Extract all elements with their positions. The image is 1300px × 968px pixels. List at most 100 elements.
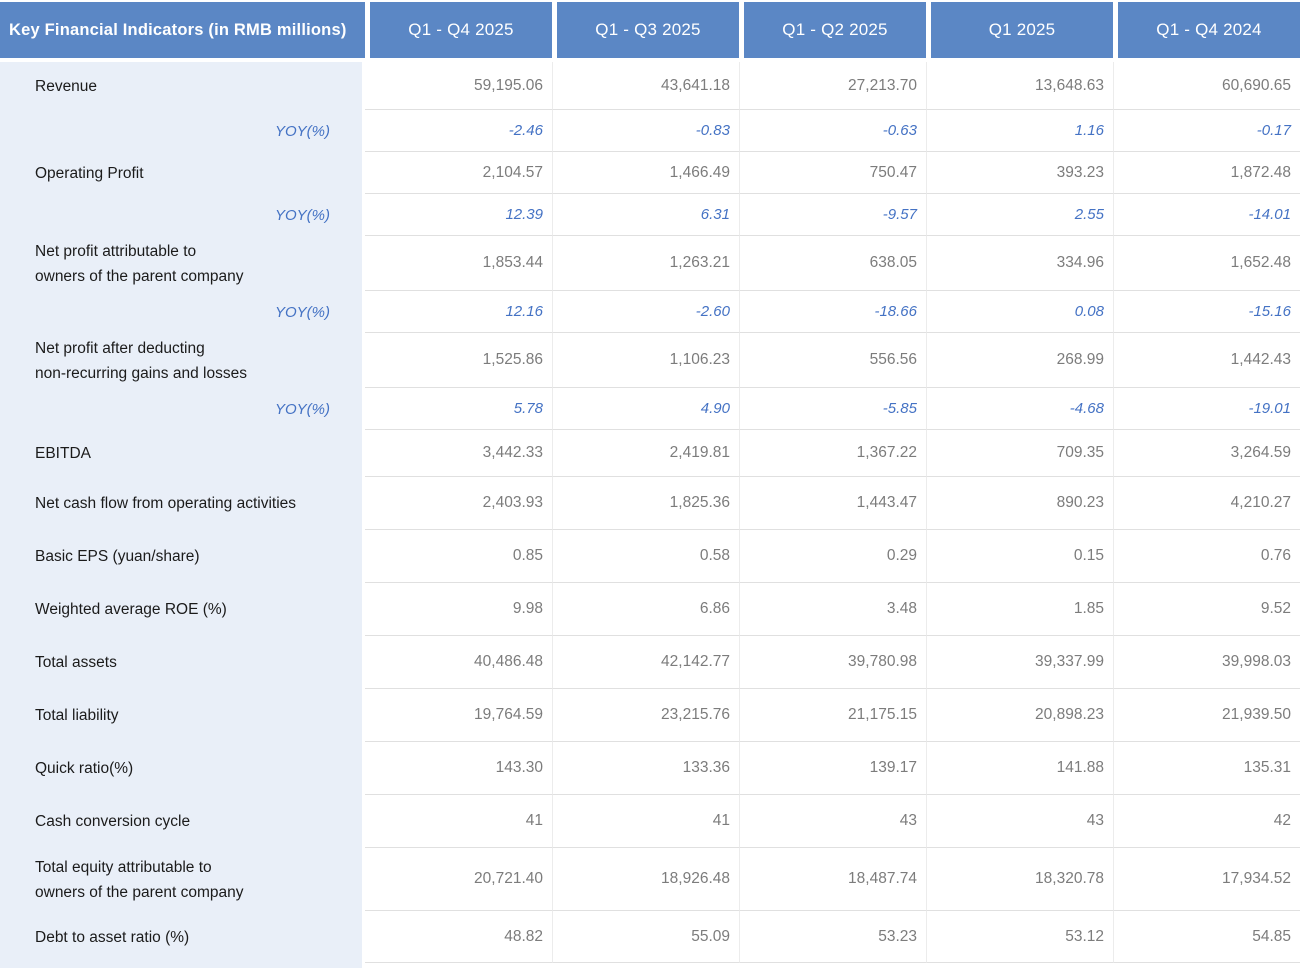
value-cell: 3,264.59 <box>1113 430 1300 477</box>
table-bottom-strip <box>0 963 1300 968</box>
yoy-row: YOY(%) 12.16 -2.60 -18.66 0.08 -15.16 <box>0 291 1300 333</box>
row-label: Cash conversion cycle <box>0 795 365 848</box>
value-cell: 0.85 <box>365 530 552 583</box>
yoy-value-cell: 12.16 <box>365 291 552 333</box>
value-cell: 139.17 <box>739 742 926 795</box>
bottom-strip-cell <box>552 963 739 968</box>
metric-row: Cash conversion cycle 41 41 43 43 42 <box>0 795 1300 848</box>
value-cell: 18,926.48 <box>552 848 739 911</box>
column-header: Q1 - Q4 2025 <box>365 2 552 62</box>
table-title-cell: Key Financial Indicators (in RMB million… <box>0 2 365 62</box>
metric-row: Net profit after deducting non-recurring… <box>0 333 1300 388</box>
bottom-strip-cell <box>926 963 1113 968</box>
column-header: Q1 - Q3 2025 <box>552 2 739 62</box>
value-cell: 334.96 <box>926 236 1113 291</box>
value-cell: 3,442.33 <box>365 430 552 477</box>
value-cell: 750.47 <box>739 152 926 194</box>
yoy-row: YOY(%) 12.39 6.31 -9.57 2.55 -14.01 <box>0 194 1300 236</box>
yoy-value-cell: -0.83 <box>552 110 739 152</box>
metric-row: Total assets 40,486.48 42,142.77 39,780.98 3… <box>0 636 1300 689</box>
yoy-value-cell: 5.78 <box>365 388 552 430</box>
bottom-strip-cell <box>1113 963 1300 968</box>
yoy-value-cell: 1.16 <box>926 110 1113 152</box>
yoy-value-cell: 0.08 <box>926 291 1113 333</box>
value-cell: 1.85 <box>926 583 1113 636</box>
value-cell: 268.99 <box>926 333 1113 388</box>
value-cell: 890.23 <box>926 477 1113 530</box>
row-label: Revenue <box>0 62 365 110</box>
value-cell: 55.09 <box>552 911 739 963</box>
value-cell: 18,487.74 <box>739 848 926 911</box>
bottom-strip-cell <box>739 963 926 968</box>
yoy-value-cell: 4.90 <box>552 388 739 430</box>
value-cell: 0.29 <box>739 530 926 583</box>
value-cell: 4,210.27 <box>1113 477 1300 530</box>
row-label: Basic EPS (yuan/share) <box>0 530 365 583</box>
yoy-value-cell: -19.01 <box>1113 388 1300 430</box>
value-cell: 53.23 <box>739 911 926 963</box>
yoy-value-cell: 6.31 <box>552 194 739 236</box>
value-cell: 0.15 <box>926 530 1113 583</box>
yoy-label: YOY(%) <box>0 388 365 430</box>
value-cell: 1,652.48 <box>1113 236 1300 291</box>
value-cell: 709.35 <box>926 430 1113 477</box>
value-cell: 42 <box>1113 795 1300 848</box>
yoy-value-cell: -4.68 <box>926 388 1113 430</box>
yoy-value-cell: -18.66 <box>739 291 926 333</box>
row-label: Net profit after deducting non-recurring… <box>0 333 365 388</box>
table-body: Revenue 59,195.06 43,641.18 27,213.70 13,648… <box>0 62 1300 968</box>
value-cell: 20,721.40 <box>365 848 552 911</box>
value-cell: 135.31 <box>1113 742 1300 795</box>
value-cell: 20,898.23 <box>926 689 1113 742</box>
metric-row: Quick ratio(%) 143.30 133.36 139.17 141.88 13… <box>0 742 1300 795</box>
row-label: Net profit attributable to owners of the… <box>0 236 365 291</box>
value-cell: 59,195.06 <box>365 62 552 110</box>
value-cell: 41 <box>552 795 739 848</box>
value-cell: 21,939.50 <box>1113 689 1300 742</box>
value-cell: 39,337.99 <box>926 636 1113 689</box>
value-cell: 53.12 <box>926 911 1113 963</box>
value-cell: 39,780.98 <box>739 636 926 689</box>
value-cell: 60,690.65 <box>1113 62 1300 110</box>
value-cell: 9.52 <box>1113 583 1300 636</box>
column-header: Q1 - Q4 2024 <box>1113 2 1300 62</box>
yoy-row: YOY(%) -2.46 -0.83 -0.63 1.16 -0.17 <box>0 110 1300 152</box>
value-cell: 143.30 <box>365 742 552 795</box>
yoy-value-cell: 12.39 <box>365 194 552 236</box>
yoy-label: YOY(%) <box>0 194 365 236</box>
yoy-value-cell: -9.57 <box>739 194 926 236</box>
value-cell: 1,443.47 <box>739 477 926 530</box>
yoy-label: YOY(%) <box>0 110 365 152</box>
row-label: EBITDA <box>0 430 365 477</box>
metric-row: Total liability 19,764.59 23,215.76 21,175.… <box>0 689 1300 742</box>
yoy-value-cell: -2.46 <box>365 110 552 152</box>
value-cell: 21,175.15 <box>739 689 926 742</box>
value-cell: 9.98 <box>365 583 552 636</box>
row-label: Operating Profit <box>0 152 365 194</box>
value-cell: 13,648.63 <box>926 62 1113 110</box>
yoy-value-cell: -2.60 <box>552 291 739 333</box>
value-cell: 43,641.18 <box>552 62 739 110</box>
table-header-row: Key Financial Indicators (in RMB million… <box>0 2 1300 62</box>
value-cell: 1,466.49 <box>552 152 739 194</box>
bottom-strip-cell <box>365 963 552 968</box>
value-cell: 48.82 <box>365 911 552 963</box>
value-cell: 0.76 <box>1113 530 1300 583</box>
value-cell: 42,142.77 <box>552 636 739 689</box>
row-label: Debt to asset ratio (%) <box>0 911 365 963</box>
metric-row: Revenue 59,195.06 43,641.18 27,213.70 13,648… <box>0 62 1300 110</box>
yoy-label: YOY(%) <box>0 291 365 333</box>
row-label: Weighted average ROE (%) <box>0 583 365 636</box>
metric-row: Weighted average ROE (%) 9.98 6.86 3.48 1.85… <box>0 583 1300 636</box>
value-cell: 393.23 <box>926 152 1113 194</box>
value-cell: 19,764.59 <box>365 689 552 742</box>
yoy-value-cell: 2.55 <box>926 194 1113 236</box>
value-cell: 556.56 <box>739 333 926 388</box>
value-cell: 0.58 <box>552 530 739 583</box>
yoy-row: YOY(%) 5.78 4.90 -5.85 -4.68 -19.01 <box>0 388 1300 430</box>
value-cell: 1,442.43 <box>1113 333 1300 388</box>
value-cell: 1,106.23 <box>552 333 739 388</box>
yoy-value-cell: -0.63 <box>739 110 926 152</box>
value-cell: 1,525.86 <box>365 333 552 388</box>
value-cell: 27,213.70 <box>739 62 926 110</box>
